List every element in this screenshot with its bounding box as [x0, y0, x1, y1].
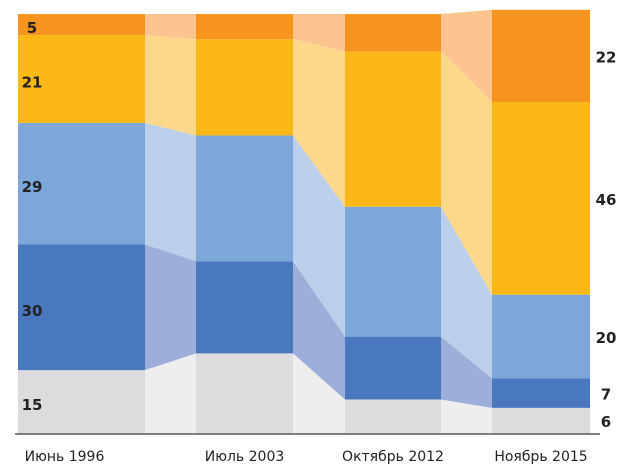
bar-segment — [492, 294, 590, 379]
data-label: 46 — [596, 191, 617, 209]
bar-segment — [18, 370, 145, 433]
connector — [293, 135, 345, 337]
data-label: 5 — [27, 19, 37, 37]
connector — [145, 14, 196, 40]
connector — [441, 336, 492, 408]
bar-segment — [345, 51, 441, 207]
bar-segment — [492, 101, 590, 295]
connector — [293, 261, 345, 400]
connector — [293, 353, 345, 433]
bar-segment — [345, 14, 441, 52]
data-label: 21 — [22, 73, 43, 91]
bar-segment — [18, 14, 145, 35]
x-tick-label: Октябрь 2012 — [342, 449, 444, 465]
bar-segment — [345, 206, 441, 337]
data-label: 29 — [22, 178, 43, 196]
connector — [293, 39, 345, 207]
x-tick-label: Июнь 1996 — [25, 449, 105, 465]
bar-segment — [196, 39, 293, 136]
bar-segment — [196, 353, 293, 433]
connector — [145, 244, 196, 371]
x-tick-label: Ноябрь 2015 — [494, 449, 587, 465]
bar-segment — [345, 399, 441, 433]
connector — [441, 51, 492, 295]
bar-segment — [18, 34, 145, 123]
connector — [145, 353, 196, 433]
bar-segment — [492, 378, 590, 408]
bar-segment — [492, 407, 590, 433]
connector — [145, 122, 196, 262]
connector — [441, 399, 492, 433]
data-label: 7 — [601, 386, 611, 404]
data-label: 30 — [22, 302, 43, 320]
bar-segment — [196, 14, 293, 40]
bar-segment — [18, 122, 145, 245]
connector — [441, 206, 492, 379]
bar-segment — [196, 261, 293, 354]
data-label: 20 — [596, 329, 617, 347]
data-label: 22 — [596, 48, 617, 66]
connector — [293, 14, 345, 52]
connector — [441, 9, 492, 102]
bar-segment — [492, 9, 590, 102]
connector — [145, 34, 196, 136]
data-label: 15 — [22, 396, 43, 414]
x-tick-label: Июль 2003 — [205, 449, 285, 465]
bar-segment — [345, 336, 441, 400]
bar-segment — [18, 244, 145, 371]
bar-segment — [196, 135, 293, 262]
data-label: 6 — [601, 413, 611, 431]
